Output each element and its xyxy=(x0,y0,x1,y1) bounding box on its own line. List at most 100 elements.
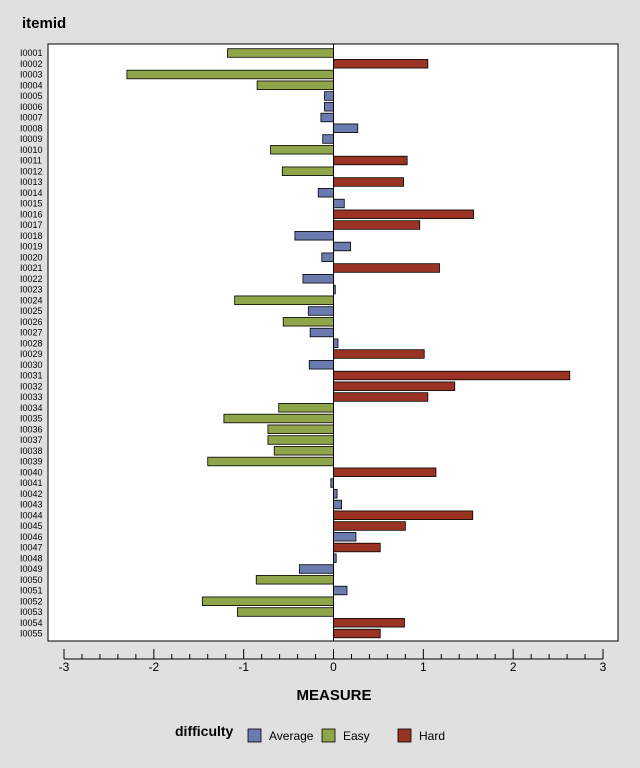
category-label-i0043: I0043 xyxy=(20,500,43,510)
bar-i0004 xyxy=(256,80,334,90)
category-label-i0024: I0024 xyxy=(20,295,43,305)
category-label-i0046: I0046 xyxy=(20,532,43,542)
bar-i0002 xyxy=(333,59,429,69)
bar-i0009 xyxy=(322,134,334,144)
bar-i0049 xyxy=(298,564,334,574)
category-label-i0053: I0053 xyxy=(20,607,43,617)
category-label-i0033: I0033 xyxy=(20,392,43,402)
bar-i0018 xyxy=(294,231,334,241)
category-label-i0015: I0015 xyxy=(20,199,43,209)
bar-i0037 xyxy=(267,435,334,445)
category-label-i0054: I0054 xyxy=(20,618,43,628)
bar-i0054 xyxy=(333,618,405,628)
legend-swatch-easy xyxy=(321,728,336,743)
category-label-i0019: I0019 xyxy=(20,242,43,252)
category-label-i0013: I0013 xyxy=(20,177,43,187)
category-label-i0001: I0001 xyxy=(20,48,43,58)
category-label-i0031: I0031 xyxy=(20,371,43,381)
category-label-i0044: I0044 xyxy=(20,510,43,520)
bar-i0027 xyxy=(309,327,334,338)
bar-i0039 xyxy=(207,456,334,467)
category-label-i0020: I0020 xyxy=(20,252,43,262)
category-label-i0008: I0008 xyxy=(20,123,43,133)
bar-i0043 xyxy=(333,499,342,510)
bar-i0020 xyxy=(321,252,334,262)
bar-i0022 xyxy=(302,274,334,284)
bar-i0040 xyxy=(333,467,437,477)
bars-layer xyxy=(126,48,571,639)
x-tick-label: 2 xyxy=(510,660,517,674)
category-label-i0006: I0006 xyxy=(20,102,43,112)
category-label-i0017: I0017 xyxy=(20,220,43,230)
category-label-i0026: I0026 xyxy=(20,317,43,327)
category-label-i0055: I0055 xyxy=(20,629,43,639)
bar-i0030 xyxy=(308,360,334,370)
category-label-i0025: I0025 xyxy=(20,306,43,316)
bar-i0035 xyxy=(223,413,334,424)
legend-swatch-average xyxy=(247,728,262,743)
x-tick-label: -1 xyxy=(238,660,249,674)
legend-label-average: Average xyxy=(269,729,314,743)
bar-i0044 xyxy=(333,510,474,520)
category-label-i0035: I0035 xyxy=(20,414,43,424)
bar-i0053 xyxy=(236,607,334,617)
bar-i0012 xyxy=(281,166,334,176)
category-label-i0034: I0034 xyxy=(20,403,43,413)
x-axis: -3 -2 -1 0 1 2 3 xyxy=(59,649,607,674)
legend: difficulty Average Easy Hard xyxy=(175,723,445,743)
bar-i0045 xyxy=(333,521,406,531)
x-tick-label: 3 xyxy=(600,660,607,674)
x-axis-title: MEASURE xyxy=(296,687,371,704)
category-label-i0037: I0037 xyxy=(20,435,43,445)
category-label-i0042: I0042 xyxy=(20,489,43,499)
bar-i0042 xyxy=(333,489,338,499)
category-label-i0018: I0018 xyxy=(20,231,43,241)
legend-label-hard: Hard xyxy=(419,729,445,743)
category-label-i0016: I0016 xyxy=(20,209,43,219)
bar-i0036 xyxy=(267,424,334,434)
bar-i0034 xyxy=(278,403,334,413)
category-label-i0050: I0050 xyxy=(20,575,43,585)
bar-i0017 xyxy=(333,220,421,230)
category-label-i0012: I0012 xyxy=(20,166,43,176)
category-label-i0023: I0023 xyxy=(20,285,43,295)
bar-i0052 xyxy=(201,596,334,606)
category-label-i0010: I0010 xyxy=(20,145,43,155)
category-label-i0027: I0027 xyxy=(20,328,43,338)
category-label-i0022: I0022 xyxy=(20,274,43,284)
x-tick-label: 1 xyxy=(420,660,427,674)
category-label-i0049: I0049 xyxy=(20,564,43,574)
category-label-i0041: I0041 xyxy=(20,478,43,488)
category-label-i0045: I0045 xyxy=(20,521,43,531)
bar-i0010 xyxy=(270,145,334,155)
x-tick-label: 0 xyxy=(330,660,337,674)
bar-i0025 xyxy=(307,306,334,316)
bar-i0021 xyxy=(333,263,440,273)
bar-i0005 xyxy=(324,91,334,101)
category-label-i0003: I0003 xyxy=(20,70,43,80)
category-label-i0005: I0005 xyxy=(20,91,43,101)
category-label-i0036: I0036 xyxy=(20,424,43,434)
category-label-i0032: I0032 xyxy=(20,381,43,391)
bar-i0038 xyxy=(273,446,334,456)
bar-i0007 xyxy=(320,112,334,123)
bar-i0029 xyxy=(333,349,425,359)
category-label-i0014: I0014 xyxy=(20,188,43,198)
category-label-i0009: I0009 xyxy=(20,134,43,144)
bar-i0046 xyxy=(333,532,357,542)
category-labels: I0001I0002I0003I0004I0005I0006I0007I0008… xyxy=(20,48,43,639)
bar-i0033 xyxy=(333,392,429,402)
bar-i0013 xyxy=(333,177,404,187)
category-label-i0004: I0004 xyxy=(20,80,43,90)
bar-i0024 xyxy=(234,295,334,305)
category-label-i0028: I0028 xyxy=(20,338,43,348)
bar-i0050 xyxy=(255,575,334,585)
bar-i0055 xyxy=(333,628,381,639)
bar-i0026 xyxy=(282,317,334,327)
category-label-i0030: I0030 xyxy=(20,360,43,370)
category-label-i0039: I0039 xyxy=(20,457,43,467)
bar-i0014 xyxy=(317,188,334,198)
legend-title: difficulty xyxy=(175,723,234,739)
bar-i0051 xyxy=(333,585,348,596)
